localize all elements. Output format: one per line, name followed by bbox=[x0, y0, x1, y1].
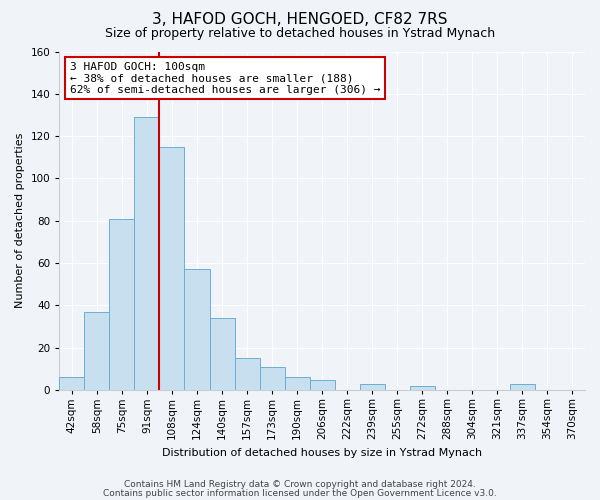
Text: Contains public sector information licensed under the Open Government Licence v3: Contains public sector information licen… bbox=[103, 488, 497, 498]
Bar bbox=[109, 218, 134, 390]
Bar bbox=[85, 312, 109, 390]
X-axis label: Distribution of detached houses by size in Ystrad Mynach: Distribution of detached houses by size … bbox=[162, 448, 482, 458]
Bar bbox=[160, 146, 184, 390]
Bar bbox=[184, 270, 209, 390]
Text: 3 HAFOD GOCH: 100sqm
← 38% of detached houses are smaller (188)
62% of semi-deta: 3 HAFOD GOCH: 100sqm ← 38% of detached h… bbox=[70, 62, 380, 95]
Bar bbox=[510, 384, 535, 390]
Bar bbox=[235, 358, 260, 390]
Bar bbox=[310, 380, 335, 390]
Bar bbox=[209, 318, 235, 390]
Bar bbox=[59, 378, 85, 390]
Bar bbox=[284, 378, 310, 390]
Bar bbox=[134, 117, 160, 390]
Text: Size of property relative to detached houses in Ystrad Mynach: Size of property relative to detached ho… bbox=[105, 28, 495, 40]
Text: 3, HAFOD GOCH, HENGOED, CF82 7RS: 3, HAFOD GOCH, HENGOED, CF82 7RS bbox=[152, 12, 448, 28]
Y-axis label: Number of detached properties: Number of detached properties bbox=[15, 133, 25, 308]
Bar bbox=[360, 384, 385, 390]
Bar bbox=[260, 367, 284, 390]
Bar bbox=[410, 386, 435, 390]
Text: Contains HM Land Registry data © Crown copyright and database right 2024.: Contains HM Land Registry data © Crown c… bbox=[124, 480, 476, 489]
